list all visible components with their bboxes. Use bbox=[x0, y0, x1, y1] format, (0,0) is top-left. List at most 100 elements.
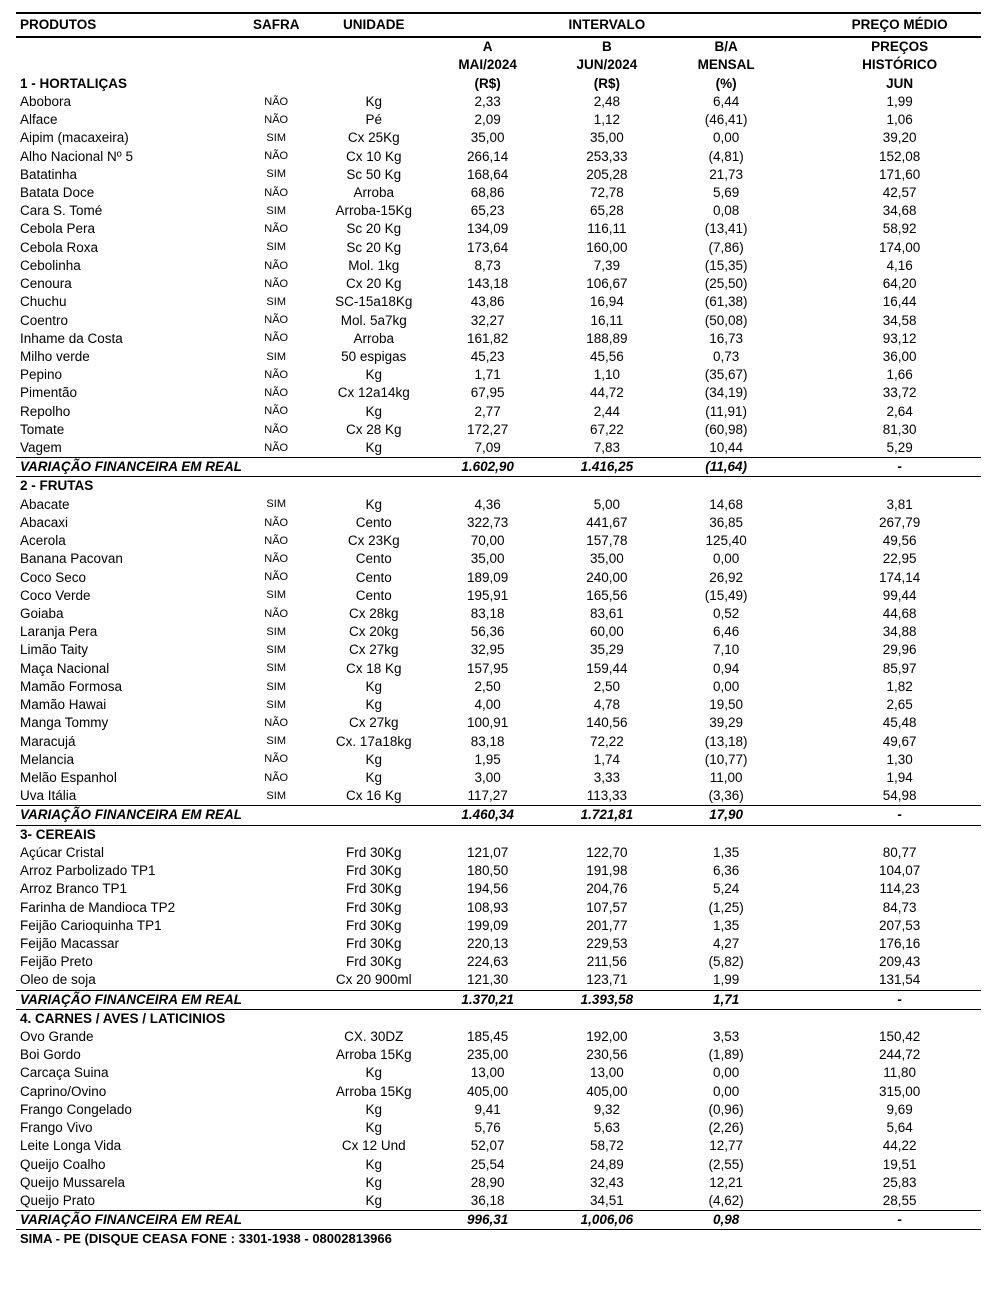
unit-value: Kg bbox=[320, 1101, 428, 1119]
historic-value: 2,65 bbox=[818, 696, 981, 714]
historic-value: 99,44 bbox=[818, 587, 981, 605]
col-ba-value: 1,99 bbox=[667, 971, 786, 990]
col-b-value: 72,22 bbox=[547, 733, 666, 751]
footer-text: SIMA - PE (DISQUE CEASA FONE : 3301-1938… bbox=[16, 1230, 981, 1248]
safra-value bbox=[233, 862, 320, 880]
historic-value: 1,30 bbox=[818, 751, 981, 769]
table-row: Feijão Carioquinha TP1Frd 30Kg199,09201,… bbox=[16, 917, 981, 935]
unit-value: Kg bbox=[320, 93, 428, 111]
col-ba-value: (5,82) bbox=[667, 953, 786, 971]
col-ba-value: 19,50 bbox=[667, 696, 786, 714]
col-b-value: 7,83 bbox=[547, 439, 666, 458]
col-ba-value: 6,44 bbox=[667, 93, 786, 111]
historic-value: 1,66 bbox=[818, 366, 981, 384]
table-row: ChuchuSIMSC-15a18Kg43,8616,94(61,38)16,4… bbox=[16, 293, 981, 311]
col-a-value: 2,50 bbox=[428, 678, 547, 696]
historic-value: 244,72 bbox=[818, 1046, 981, 1064]
col-b-value: 230,56 bbox=[547, 1046, 666, 1064]
subheader-a: A bbox=[428, 37, 547, 56]
subheader-a3: (R$) bbox=[428, 75, 547, 93]
historic-value: 16,44 bbox=[818, 293, 981, 311]
col-ba-value: 12,21 bbox=[667, 1174, 786, 1192]
historic-value: 171,60 bbox=[818, 166, 981, 184]
table-row: Manga TommyNÃOCx 27kg100,91140,5639,2945… bbox=[16, 714, 981, 732]
col-a-value: 83,18 bbox=[428, 733, 547, 751]
unit-value: Mol. 1kg bbox=[320, 257, 428, 275]
vf-label: VARIAÇÃO FINANCEIRA EM REAL bbox=[16, 990, 428, 1009]
table-row: TomateNÃOCx 28 Kg172,2767,22(60,98)81,30 bbox=[16, 421, 981, 439]
col-ba-value: 0,00 bbox=[667, 1083, 786, 1101]
col-a-value: 168,64 bbox=[428, 166, 547, 184]
col-a-value: 56,36 bbox=[428, 623, 547, 641]
product-name: Coco Seco bbox=[16, 569, 233, 587]
col-a-value: 5,76 bbox=[428, 1119, 547, 1137]
historic-value: 34,68 bbox=[818, 202, 981, 220]
table-row: Ovo GrandeCX. 30DZ185,45192,003,53150,42 bbox=[16, 1028, 981, 1046]
subheader-p: PREÇOS bbox=[818, 37, 981, 56]
historic-value: 28,55 bbox=[818, 1192, 981, 1211]
col-a-value: 172,27 bbox=[428, 421, 547, 439]
historic-value: 42,57 bbox=[818, 184, 981, 202]
safra-value: NÃO bbox=[233, 714, 320, 732]
table-row: Mamão FormosaSIMKg2,502,500,001,82 bbox=[16, 678, 981, 696]
safra-value: NÃO bbox=[233, 257, 320, 275]
vf-h: - bbox=[818, 806, 981, 825]
col-ba-value: 5,69 bbox=[667, 184, 786, 202]
col-ba-value: (46,41) bbox=[667, 111, 786, 129]
col-ba-value: (61,38) bbox=[667, 293, 786, 311]
col-b-value: 9,32 bbox=[547, 1101, 666, 1119]
col-a-value: 121,30 bbox=[428, 971, 547, 990]
safra-value: NÃO bbox=[233, 550, 320, 568]
col-b-value: 405,00 bbox=[547, 1083, 666, 1101]
table-row: PepinoNÃOKg1,711,10(35,67)1,66 bbox=[16, 366, 981, 384]
unit-value: Mol. 5a7kg bbox=[320, 312, 428, 330]
col-b-value: 5,63 bbox=[547, 1119, 666, 1137]
col-b-value: 24,89 bbox=[547, 1156, 666, 1174]
unit-value: Cx 28kg bbox=[320, 605, 428, 623]
product-name: Abobora bbox=[16, 93, 233, 111]
vf-ba: 0,98 bbox=[667, 1211, 786, 1230]
section-title: 1 - HORTALIÇAS bbox=[16, 75, 233, 93]
table-row: AbacateSIMKg4,365,0014,683,81 bbox=[16, 496, 981, 514]
col-ba-value: 39,29 bbox=[667, 714, 786, 732]
table-row: AcerolaNÃOCx 23Kg70,00157,78125,4049,56 bbox=[16, 532, 981, 550]
col-b-value: 16,94 bbox=[547, 293, 666, 311]
col-b-value: 2,44 bbox=[547, 403, 666, 421]
table-row: CebolinhaNÃOMol. 1kg8,737,39(15,35)4,16 bbox=[16, 257, 981, 275]
product-name: Banana Pacovan bbox=[16, 550, 233, 568]
unit-value: Arroba bbox=[320, 330, 428, 348]
col-a-value: 25,54 bbox=[428, 1156, 547, 1174]
col-a-value: 185,45 bbox=[428, 1028, 547, 1046]
historic-value: 114,23 bbox=[818, 880, 981, 898]
col-a-value: 189,09 bbox=[428, 569, 547, 587]
safra-value: NÃO bbox=[233, 330, 320, 348]
col-a-value: 28,90 bbox=[428, 1174, 547, 1192]
historic-value: 4,16 bbox=[818, 257, 981, 275]
col-b-value: 67,22 bbox=[547, 421, 666, 439]
col-a-value: 194,56 bbox=[428, 880, 547, 898]
col-a-value: 67,95 bbox=[428, 384, 547, 402]
product-name: Oleo de soja bbox=[16, 971, 233, 990]
col-a-value: 35,00 bbox=[428, 550, 547, 568]
col-ba-value: 0,08 bbox=[667, 202, 786, 220]
col-b-value: 16,11 bbox=[547, 312, 666, 330]
unit-value: Sc 50 Kg bbox=[320, 166, 428, 184]
subheader-p2: HISTÓRICO bbox=[818, 56, 981, 74]
product-name: Frango Vivo bbox=[16, 1119, 233, 1137]
table-row: Coco SecoNÃOCento189,09240,0026,92174,14 bbox=[16, 569, 981, 587]
col-ba-value: 21,73 bbox=[667, 166, 786, 184]
safra-value: NÃO bbox=[233, 514, 320, 532]
subheader-p3: JUN bbox=[818, 75, 981, 93]
vf-label: VARIAÇÃO FINANCEIRA EM REAL bbox=[16, 458, 428, 477]
safra-value bbox=[233, 1083, 320, 1101]
col-b-value: 188,89 bbox=[547, 330, 666, 348]
unit-value: Kg bbox=[320, 439, 428, 458]
col-a-value: 4,36 bbox=[428, 496, 547, 514]
safra-value bbox=[233, 917, 320, 935]
col-ba-value: (35,67) bbox=[667, 366, 786, 384]
col-b-value: 116,11 bbox=[547, 220, 666, 238]
product-name: Cebola Pera bbox=[16, 220, 233, 238]
col-b-value: 123,71 bbox=[547, 971, 666, 990]
col-b-value: 201,77 bbox=[547, 917, 666, 935]
historic-value: 49,56 bbox=[818, 532, 981, 550]
